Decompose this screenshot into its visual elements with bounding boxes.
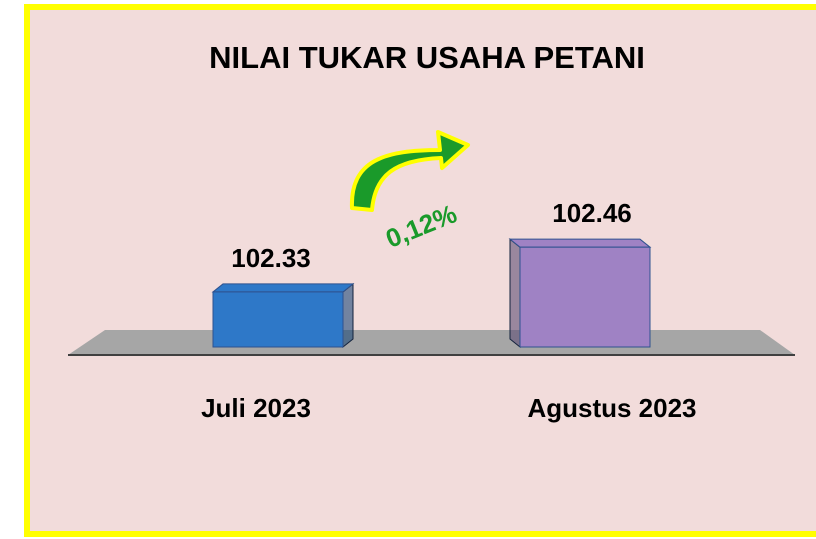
x-tick-label: Juli 2023 xyxy=(201,393,311,423)
trend-arrow xyxy=(349,130,470,212)
bar-top xyxy=(508,238,652,248)
bar-side xyxy=(509,238,521,349)
bar xyxy=(212,291,344,348)
value-label: 102.33 xyxy=(231,243,311,273)
floor xyxy=(68,330,795,355)
chart-title: NILAI TUKAR USAHA PETANI xyxy=(209,40,645,75)
x-tick-label: Agustus 2023 xyxy=(527,393,696,423)
frame xyxy=(24,4,816,537)
bar xyxy=(519,246,651,348)
value-label: 102.46 xyxy=(552,198,632,228)
bar-top xyxy=(211,283,355,293)
bar-side xyxy=(342,282,354,349)
